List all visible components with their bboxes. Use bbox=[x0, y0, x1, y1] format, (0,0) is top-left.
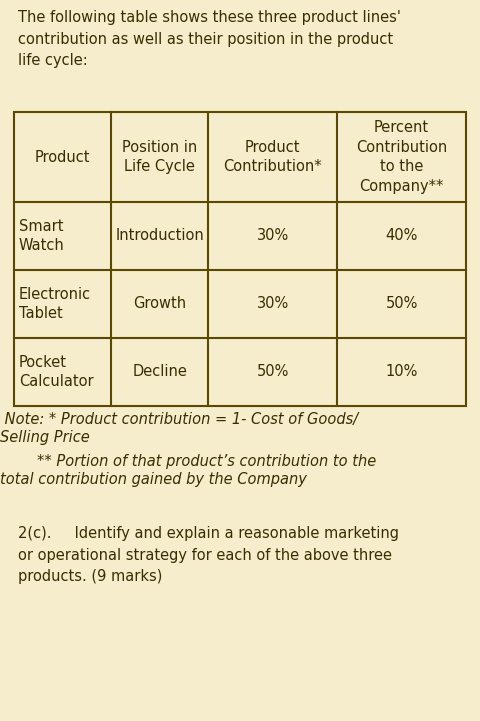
Text: 30%: 30% bbox=[257, 229, 289, 244]
Text: 10%: 10% bbox=[385, 365, 418, 379]
Text: Decline: Decline bbox=[132, 365, 187, 379]
Text: 40%: 40% bbox=[385, 229, 418, 244]
Text: Product
Contribution*: Product Contribution* bbox=[224, 140, 322, 174]
Text: The following table shows these three product lines'
contribution as well as the: The following table shows these three pr… bbox=[18, 10, 401, 68]
Text: total contribution gained by the Company: total contribution gained by the Company bbox=[0, 472, 307, 487]
Text: Note: * Product contribution = 1- Cost of Goods/: Note: * Product contribution = 1- Cost o… bbox=[0, 412, 358, 427]
Text: Smart
Watch: Smart Watch bbox=[19, 218, 65, 253]
Text: Selling Price: Selling Price bbox=[0, 430, 90, 445]
Text: Pocket
Calculator: Pocket Calculator bbox=[19, 355, 94, 389]
Text: Introduction: Introduction bbox=[115, 229, 204, 244]
Bar bbox=[14, 112, 466, 406]
Text: Percent
Contribution
to the
Company**: Percent Contribution to the Company** bbox=[356, 120, 447, 194]
Text: Growth: Growth bbox=[133, 296, 186, 311]
Text: 30%: 30% bbox=[257, 296, 289, 311]
Text: 50%: 50% bbox=[257, 365, 289, 379]
Text: 50%: 50% bbox=[385, 296, 418, 311]
Text: 2(c).     Identify and explain a reasonable marketing
or operational strategy fo: 2(c). Identify and explain a reasonable … bbox=[18, 526, 399, 584]
Text: ** Portion of that product’s contribution to the: ** Portion of that product’s contributio… bbox=[0, 454, 376, 469]
Text: Position in
Life Cycle: Position in Life Cycle bbox=[122, 140, 197, 174]
Text: Electronic
Tablet: Electronic Tablet bbox=[19, 287, 91, 322]
Text: Product: Product bbox=[35, 149, 90, 164]
